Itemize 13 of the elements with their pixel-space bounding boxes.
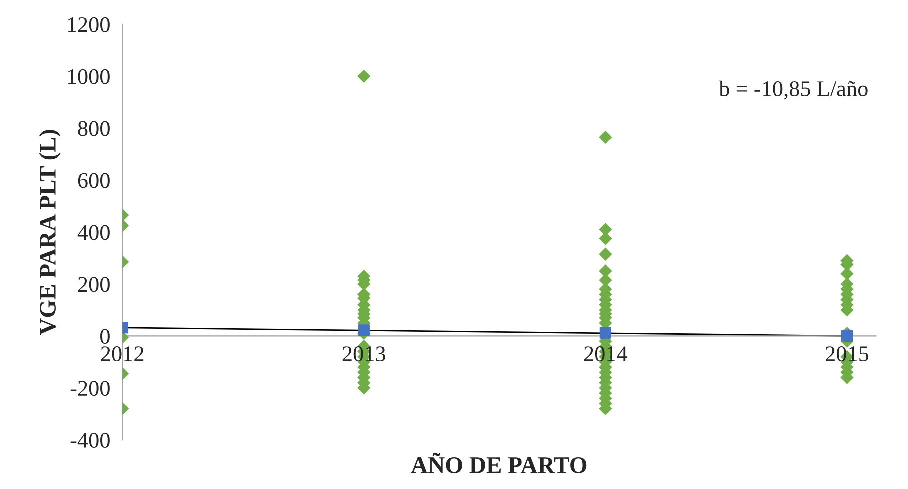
x-axis-title: AÑO DE PARTO [411,452,587,474]
y-tick-label: 0 [100,329,110,344]
annotation: b = -10,85 L/año [719,80,868,100]
y-tick-label: 1000 [68,69,110,84]
y-tick-label: 800 [78,121,110,136]
y-axis-title: VGE PARA PLT (L) [39,130,61,336]
y-tick-label: -400 [70,433,110,448]
y-tick-label: 400 [78,225,110,240]
y-tick-label: 200 [78,277,110,292]
y-tick-label: 1200 [68,17,110,32]
y-tick-label: 600 [78,173,110,188]
y-tick-label: -200 [70,381,110,396]
x-tick-label: 2012 [101,346,144,362]
